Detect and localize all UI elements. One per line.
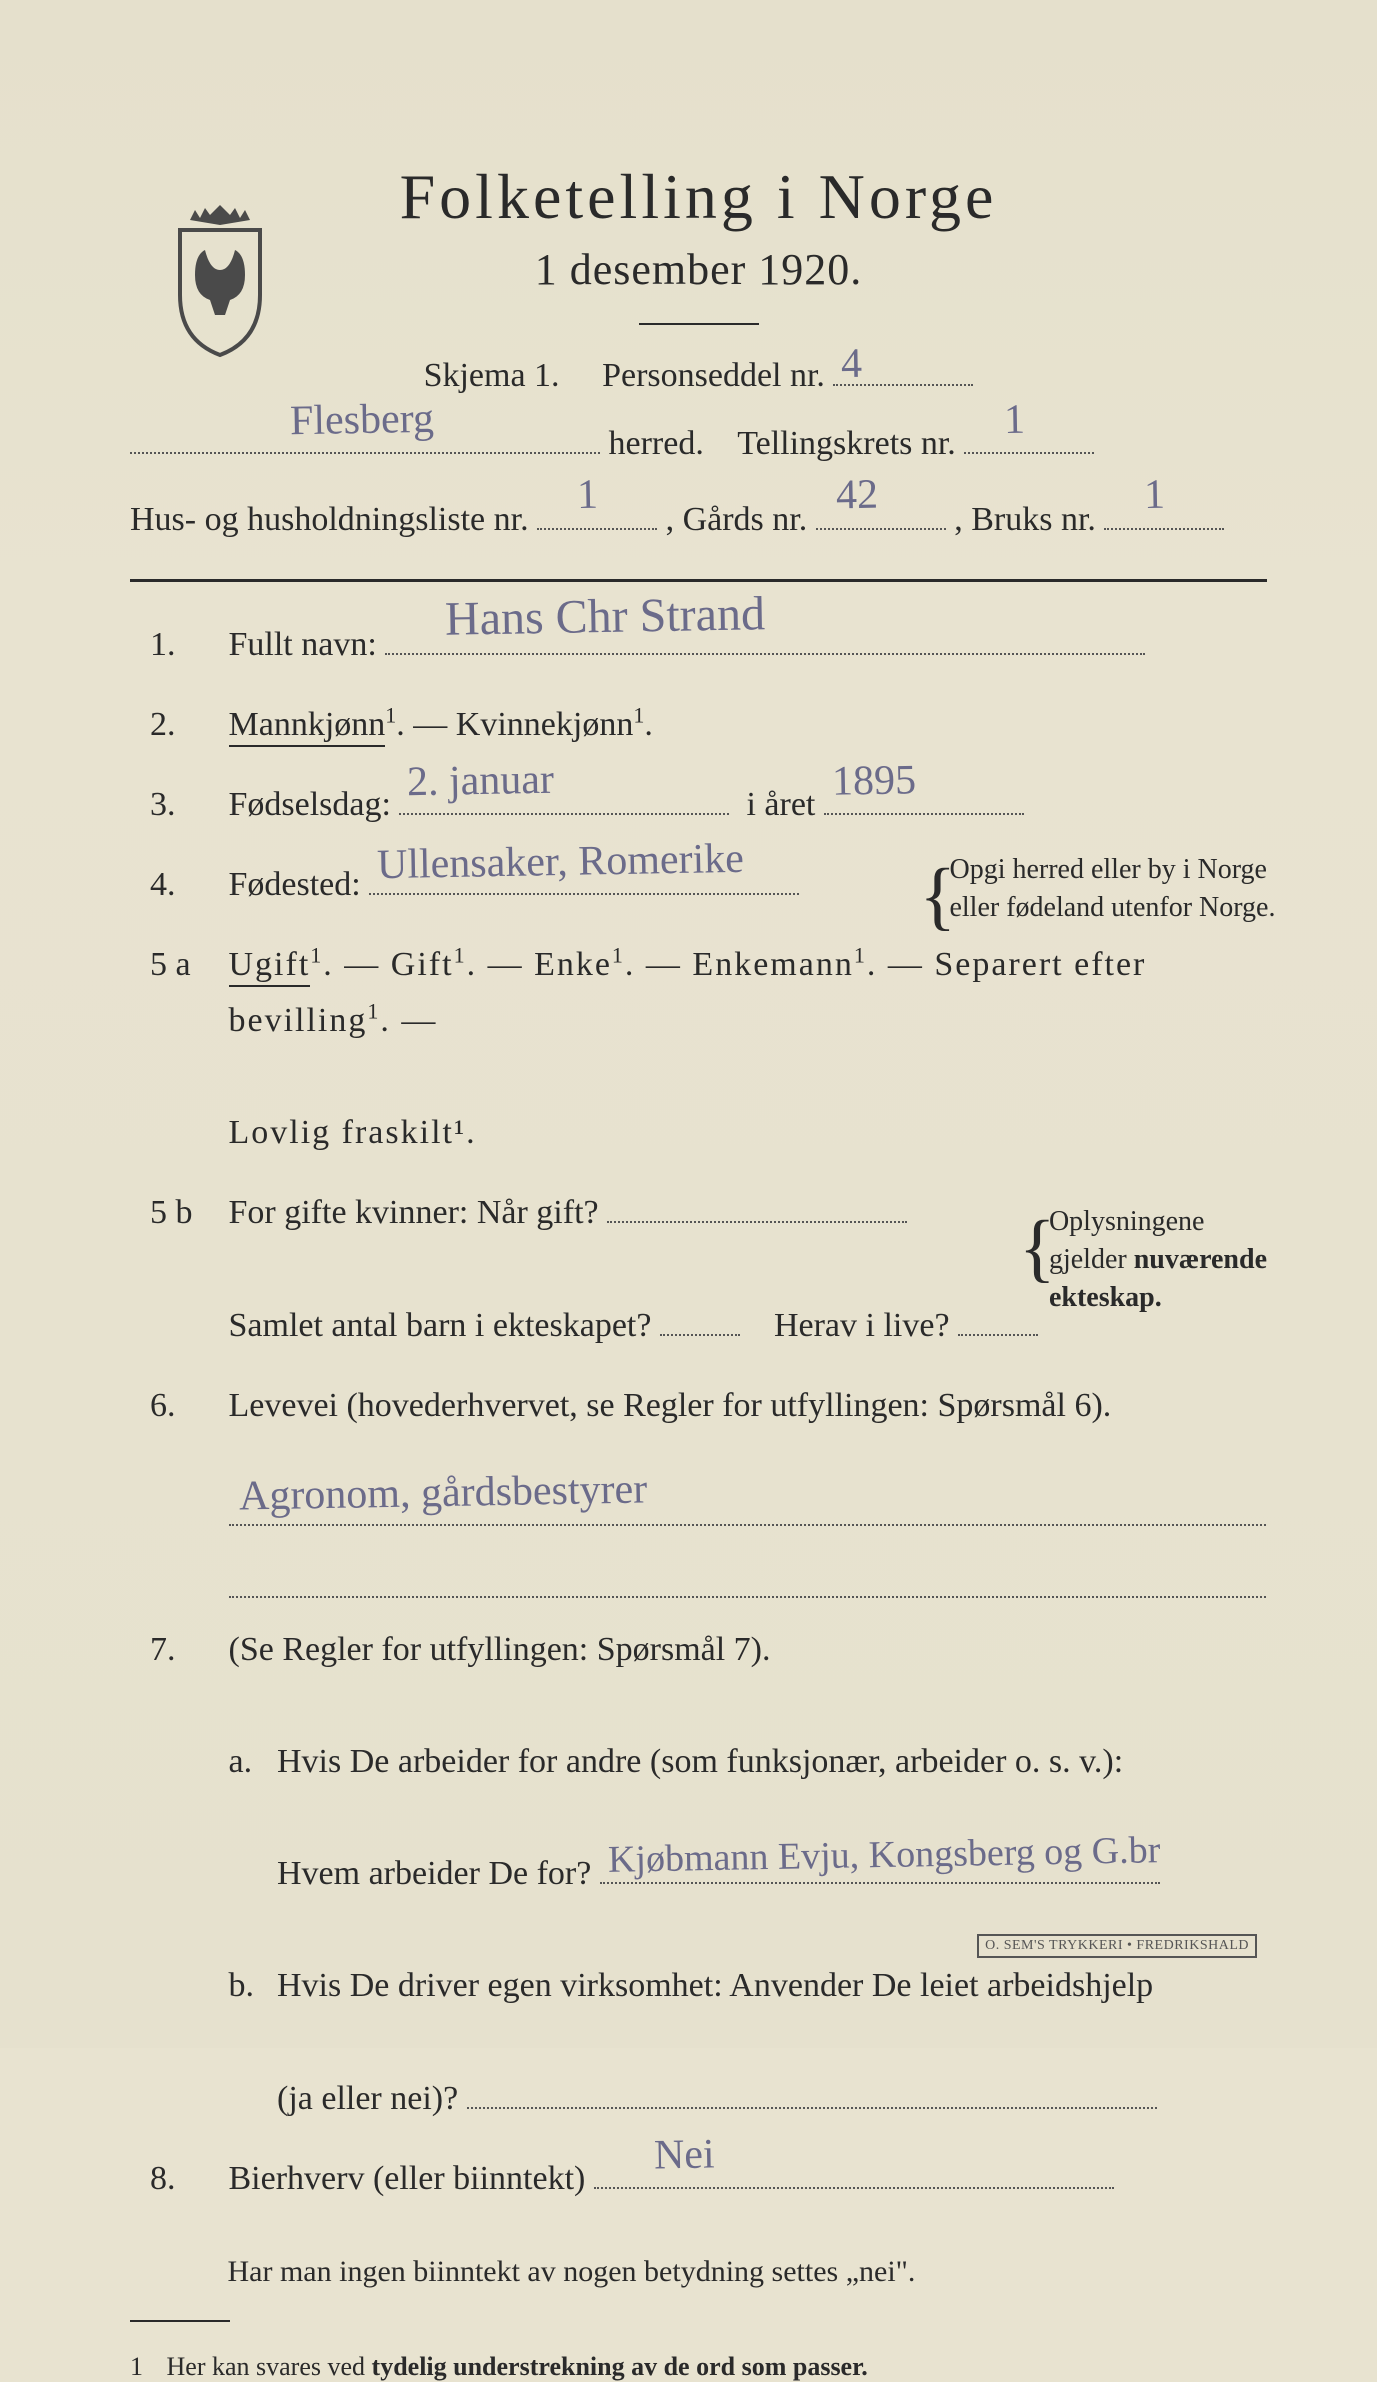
q2-num: 2. xyxy=(150,697,220,753)
q3-year-field: 1895 xyxy=(824,813,1024,815)
question-2: 2. Mannkjønn1. — Kvinnekjønn1. xyxy=(150,697,1267,753)
q6-value: Agronom, gårdsbestyrer xyxy=(238,1455,647,1531)
q3-day-value: 2. januar xyxy=(407,746,555,818)
q7a-label: Hvis De arbeider for andre (som funksjon… xyxy=(277,1743,1123,1780)
question-5a: 5 a Ugift1. — Gift1. — Enke1. — Enkemann… xyxy=(150,937,1267,1161)
skjema-label: Skjema 1. xyxy=(424,357,560,394)
q6-field-2 xyxy=(229,1566,1266,1598)
q3-mid: i året xyxy=(746,786,815,823)
tellingskrets-field: 1 xyxy=(964,452,1094,454)
q1-field: Hans Chr Strand xyxy=(385,653,1145,655)
form-title: Folketelling i Norge xyxy=(130,160,1267,234)
footnote-num: 1 xyxy=(130,2352,160,2382)
hus-row: Hus- og husholdningsliste nr. 1 , Gårds … xyxy=(130,491,1267,549)
husliste-label: Hus- og husholdningsliste nr. xyxy=(130,501,529,538)
q5b-note: Oplysningene gjelder nuværende ekteskap. xyxy=(1031,1203,1267,1316)
footnote-rule xyxy=(130,2320,230,2322)
q7a-value: Kjøbmann Evju, Kongsberg og G.br xyxy=(607,1819,1160,1891)
q2-kvinne: — Kvinnekjønn xyxy=(413,706,633,743)
question-4: 4. Fødested: Ullensaker, Romerike Opgi h… xyxy=(150,857,1267,913)
q4-num: 4. xyxy=(150,857,220,913)
printer-stamp: O. SEM'S TRYKKERI • FREDRIKSHALD xyxy=(977,1934,1257,1958)
q7a-label2: Hvem arbeider De for? xyxy=(277,1855,591,1892)
personseddel-value: 4 xyxy=(841,340,863,388)
q6-num: 6. xyxy=(150,1378,220,1434)
question-8: 8. Bierhverv (eller biinntekt) Nei xyxy=(150,2151,1267,2207)
question-5b: 5 b For gifte kvinner: Når gift? Samlet … xyxy=(150,1185,1267,1353)
question-1: 1. Fullt navn: Hans Chr Strand xyxy=(150,617,1267,673)
herred-value: Flesberg xyxy=(289,383,434,457)
q4-note-l1: Opgi herred eller by i Norge xyxy=(949,854,1267,885)
tellingskrets-label: Tellingskrets nr. xyxy=(737,425,956,462)
footer-line: Har man ingen biinntekt av nogen betydni… xyxy=(228,2247,1265,2297)
form-date: 1 desember 1920. xyxy=(130,244,1267,295)
q4-field: Ullensaker, Romerike xyxy=(369,893,799,895)
q5b-gift-field xyxy=(607,1221,907,1223)
husliste-value: 1 xyxy=(576,460,598,532)
q3-num: 3. xyxy=(150,777,220,833)
q7b-letter: b. xyxy=(229,1958,269,2014)
q3-day-field: 2. januar xyxy=(399,813,729,815)
husliste-field: 1 xyxy=(537,528,657,530)
q7-label: (Se Regler for utfyllingen: Spørsmål 7). xyxy=(229,1631,771,1668)
q7a-field: Kjøbmann Evju, Kongsberg og G.br xyxy=(600,1882,1160,1884)
bruks-label: , Bruks nr. xyxy=(954,501,1096,538)
q3-year-value: 1895 xyxy=(831,747,916,818)
q8-value: Nei xyxy=(653,2121,715,2191)
herred-field: Flesberg xyxy=(130,452,600,454)
bruks-field: 1 xyxy=(1104,528,1224,530)
q7a-letter: a. xyxy=(229,1734,269,1790)
q8-field: Nei xyxy=(594,2187,1114,2189)
q6-label: Levevei (hovederhvervet, se Regler for u… xyxy=(229,1387,1112,1424)
bruks-value: 1 xyxy=(1144,460,1166,532)
q5b-barn-field xyxy=(660,1334,740,1336)
q6-field: Agronom, gårdsbestyrer xyxy=(229,1490,1266,1526)
q3-label: Fødselsdag: xyxy=(229,786,391,823)
q1-num: 1. xyxy=(150,617,220,673)
q5a-num: 5 a xyxy=(150,937,220,993)
personseddel-field: 4 xyxy=(833,384,973,386)
header-divider xyxy=(639,323,759,325)
q1-value: Hans Chr Strand xyxy=(445,575,766,660)
personseddel-label: Personseddel nr. xyxy=(602,357,825,394)
q8-num: 8. xyxy=(150,2151,220,2207)
q5b-l2a: Samlet antal barn i ekteskapet? xyxy=(229,1307,652,1344)
q1-label: Fullt navn: xyxy=(229,626,377,663)
gards-value: 42 xyxy=(835,460,878,532)
question-7: 7. (Se Regler for utfyllingen: Spørsmål … xyxy=(150,1622,1267,2127)
gards-label: , Gårds nr. xyxy=(666,501,808,538)
q4-note-l2: eller fødeland utenfor Norge. xyxy=(949,892,1275,923)
herred-label: herred. xyxy=(609,425,704,462)
q8-label: Bierhverv (eller biinntekt) xyxy=(229,2160,586,2197)
gards-field: 42 xyxy=(816,528,946,530)
q5a-opts2: Lovlig fraskilt¹. xyxy=(229,1114,477,1151)
form-header: Folketelling i Norge 1 desember 1920. xyxy=(130,160,1267,325)
q7b-label2: (ja eller nei)? xyxy=(277,2080,458,2117)
q5b-l1: For gifte kvinner: Når gift? xyxy=(229,1194,599,1231)
question-6: 6. Levevei (hovederhvervet, se Regler fo… xyxy=(150,1378,1267,1598)
q5b-l2b: Herav i live? xyxy=(774,1307,950,1344)
q7b-field xyxy=(467,2107,1157,2109)
q4-value: Ullensaker, Romerike xyxy=(377,824,745,900)
q5b-live-field xyxy=(958,1334,1038,1336)
q7-num: 7. xyxy=(150,1622,220,1678)
herred-row: Flesberg herred. Tellingskrets nr. 1 xyxy=(130,415,1267,473)
question-list: 1. Fullt navn: Hans Chr Strand 2. Mannkj… xyxy=(130,617,1267,2297)
census-form-page: Folketelling i Norge 1 desember 1920. Sk… xyxy=(0,0,1377,2048)
q4-label: Fødested: xyxy=(229,866,361,903)
q2-mann: Mannkjønn xyxy=(229,706,386,747)
q4-note: Opgi herred eller by i Norge eller fødel… xyxy=(931,851,1275,927)
footer-instruction: Har man ingen biinntekt av nogen betydni… xyxy=(150,2247,1267,2297)
coat-of-arms-icon xyxy=(160,200,280,360)
q7b-label: Hvis De driver egen virksomhet: Anvender… xyxy=(277,1967,1153,2004)
q5b-note-l1: Oplysningene xyxy=(1049,1206,1205,1237)
footnote: 1 Her kan svares ved tydelig understrekn… xyxy=(130,2352,1267,2382)
q5b-num: 5 b xyxy=(150,1185,220,1241)
tellingskrets-value: 1 xyxy=(1004,384,1026,456)
